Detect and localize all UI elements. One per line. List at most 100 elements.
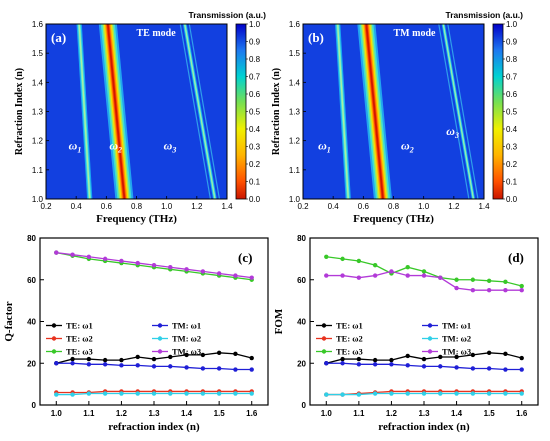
data-point [372, 273, 378, 278]
x-tick-label: 1.3 [418, 409, 430, 418]
data-point [519, 367, 524, 372]
y-tick-label: 1.2 [289, 137, 301, 146]
data-point [438, 391, 443, 396]
colorbar-tick-label: 0.3 [249, 143, 261, 152]
y-axis-label: Refraction Index (n) [14, 68, 25, 155]
data-point [438, 354, 443, 360]
y-tick-label: 80 [27, 234, 36, 243]
colorbar-tick-label: 0.3 [506, 143, 518, 152]
y-tick-label: 0 [32, 401, 37, 410]
colorbar-tick-label: 1.0 [249, 20, 261, 29]
resonance-layer [78, 24, 91, 199]
x-tick-label: 0.6 [101, 202, 113, 211]
data-point [486, 350, 492, 356]
colorbar [235, 23, 247, 200]
legend-entry: TE: ω1 [336, 321, 363, 331]
data-point [216, 391, 222, 396]
omega-subscript: 2 [117, 145, 122, 154]
data-point [184, 365, 189, 370]
omega-subscript: 1 [327, 145, 331, 154]
data-point [389, 269, 394, 274]
colorbar-tick-label: 1.0 [506, 20, 518, 29]
data-point [200, 269, 206, 274]
data-point [405, 363, 410, 368]
x-axis-label: refraction index (n) [378, 421, 470, 433]
resonance-fringe [438, 24, 470, 199]
y-tick-label: 1.5 [289, 49, 301, 58]
colorbar-tick-label: 0.2 [506, 160, 518, 169]
x-tick-label: 1.1 [83, 409, 95, 418]
heatmap-background [46, 24, 227, 199]
data-point [233, 273, 238, 278]
data-point [519, 391, 524, 396]
data-point [389, 362, 394, 367]
legend-entry: TM: ω1 [442, 321, 471, 331]
colorbar-tick-label: 0.7 [506, 73, 518, 82]
data-point [421, 364, 427, 369]
data-point [405, 391, 410, 396]
resonance-band-1 [76, 24, 93, 199]
data-point [184, 391, 189, 396]
data-point [216, 350, 222, 356]
data-point [249, 355, 254, 361]
legend-entry: TM: ω2 [172, 334, 201, 344]
data-point [86, 356, 92, 362]
data-point [135, 260, 140, 266]
colorbar [492, 23, 504, 200]
y-tick-label: 1.2 [32, 137, 44, 146]
x-tick-label: 0.8 [131, 202, 143, 211]
data-point [340, 256, 345, 262]
data-point [356, 275, 362, 280]
data-point [324, 392, 329, 397]
data-point [470, 366, 476, 371]
colorbar-tick-label: 0.8 [249, 55, 261, 64]
legend-swatch-dot [157, 349, 163, 354]
colorbar-title: Transmission (a.u.) [189, 10, 267, 20]
legend-swatch-dot [51, 323, 57, 328]
resonance-layer [184, 24, 216, 199]
omega-subscript: 3 [454, 131, 459, 140]
data-point [405, 353, 410, 359]
data-point [119, 357, 124, 363]
data-point [200, 352, 206, 358]
legend-entry: TE: ω2 [336, 334, 363, 344]
y-tick-label: 80 [297, 234, 306, 243]
resonance-band-1 [335, 24, 351, 199]
y-tick-label: 1.1 [289, 166, 301, 175]
data-point [486, 391, 492, 396]
mode-label: TM mode [394, 28, 437, 39]
data-point [249, 275, 254, 280]
data-point [86, 254, 92, 259]
data-point [389, 357, 394, 363]
data-point [54, 392, 59, 397]
data-point [470, 391, 476, 396]
data-point [405, 273, 410, 278]
resonance-fringe [447, 24, 479, 199]
data-point [102, 391, 108, 396]
data-point [200, 391, 206, 396]
y-tick-label: 1.1 [32, 166, 44, 175]
legend-entry: TM: ω3 [442, 347, 471, 357]
data-point [454, 391, 459, 396]
legend-entry: TE: ω2 [66, 334, 93, 344]
data-point [421, 273, 427, 278]
data-point [151, 262, 157, 268]
data-point [486, 366, 492, 371]
colorbar-tick-label: 0.8 [506, 55, 518, 64]
panel-letter: (b) [308, 30, 324, 45]
data-point [168, 391, 173, 396]
x-tick-label: 1.0 [51, 409, 63, 418]
data-point [324, 273, 329, 278]
x-tick-label: 1.4 [478, 202, 490, 211]
x-tick-label: 1.6 [516, 409, 528, 418]
y-tick-label: 0 [302, 401, 307, 410]
omega-subscript: 2 [409, 145, 414, 154]
legend-swatch-dot [427, 349, 433, 354]
resonance-band-2 [357, 24, 392, 199]
data-point [454, 285, 459, 291]
legend-swatch-dot [51, 336, 57, 341]
y-tick-label: 1.6 [289, 20, 301, 29]
x-axis-label: Frequency (THz) [353, 213, 434, 225]
data-point [421, 269, 427, 274]
